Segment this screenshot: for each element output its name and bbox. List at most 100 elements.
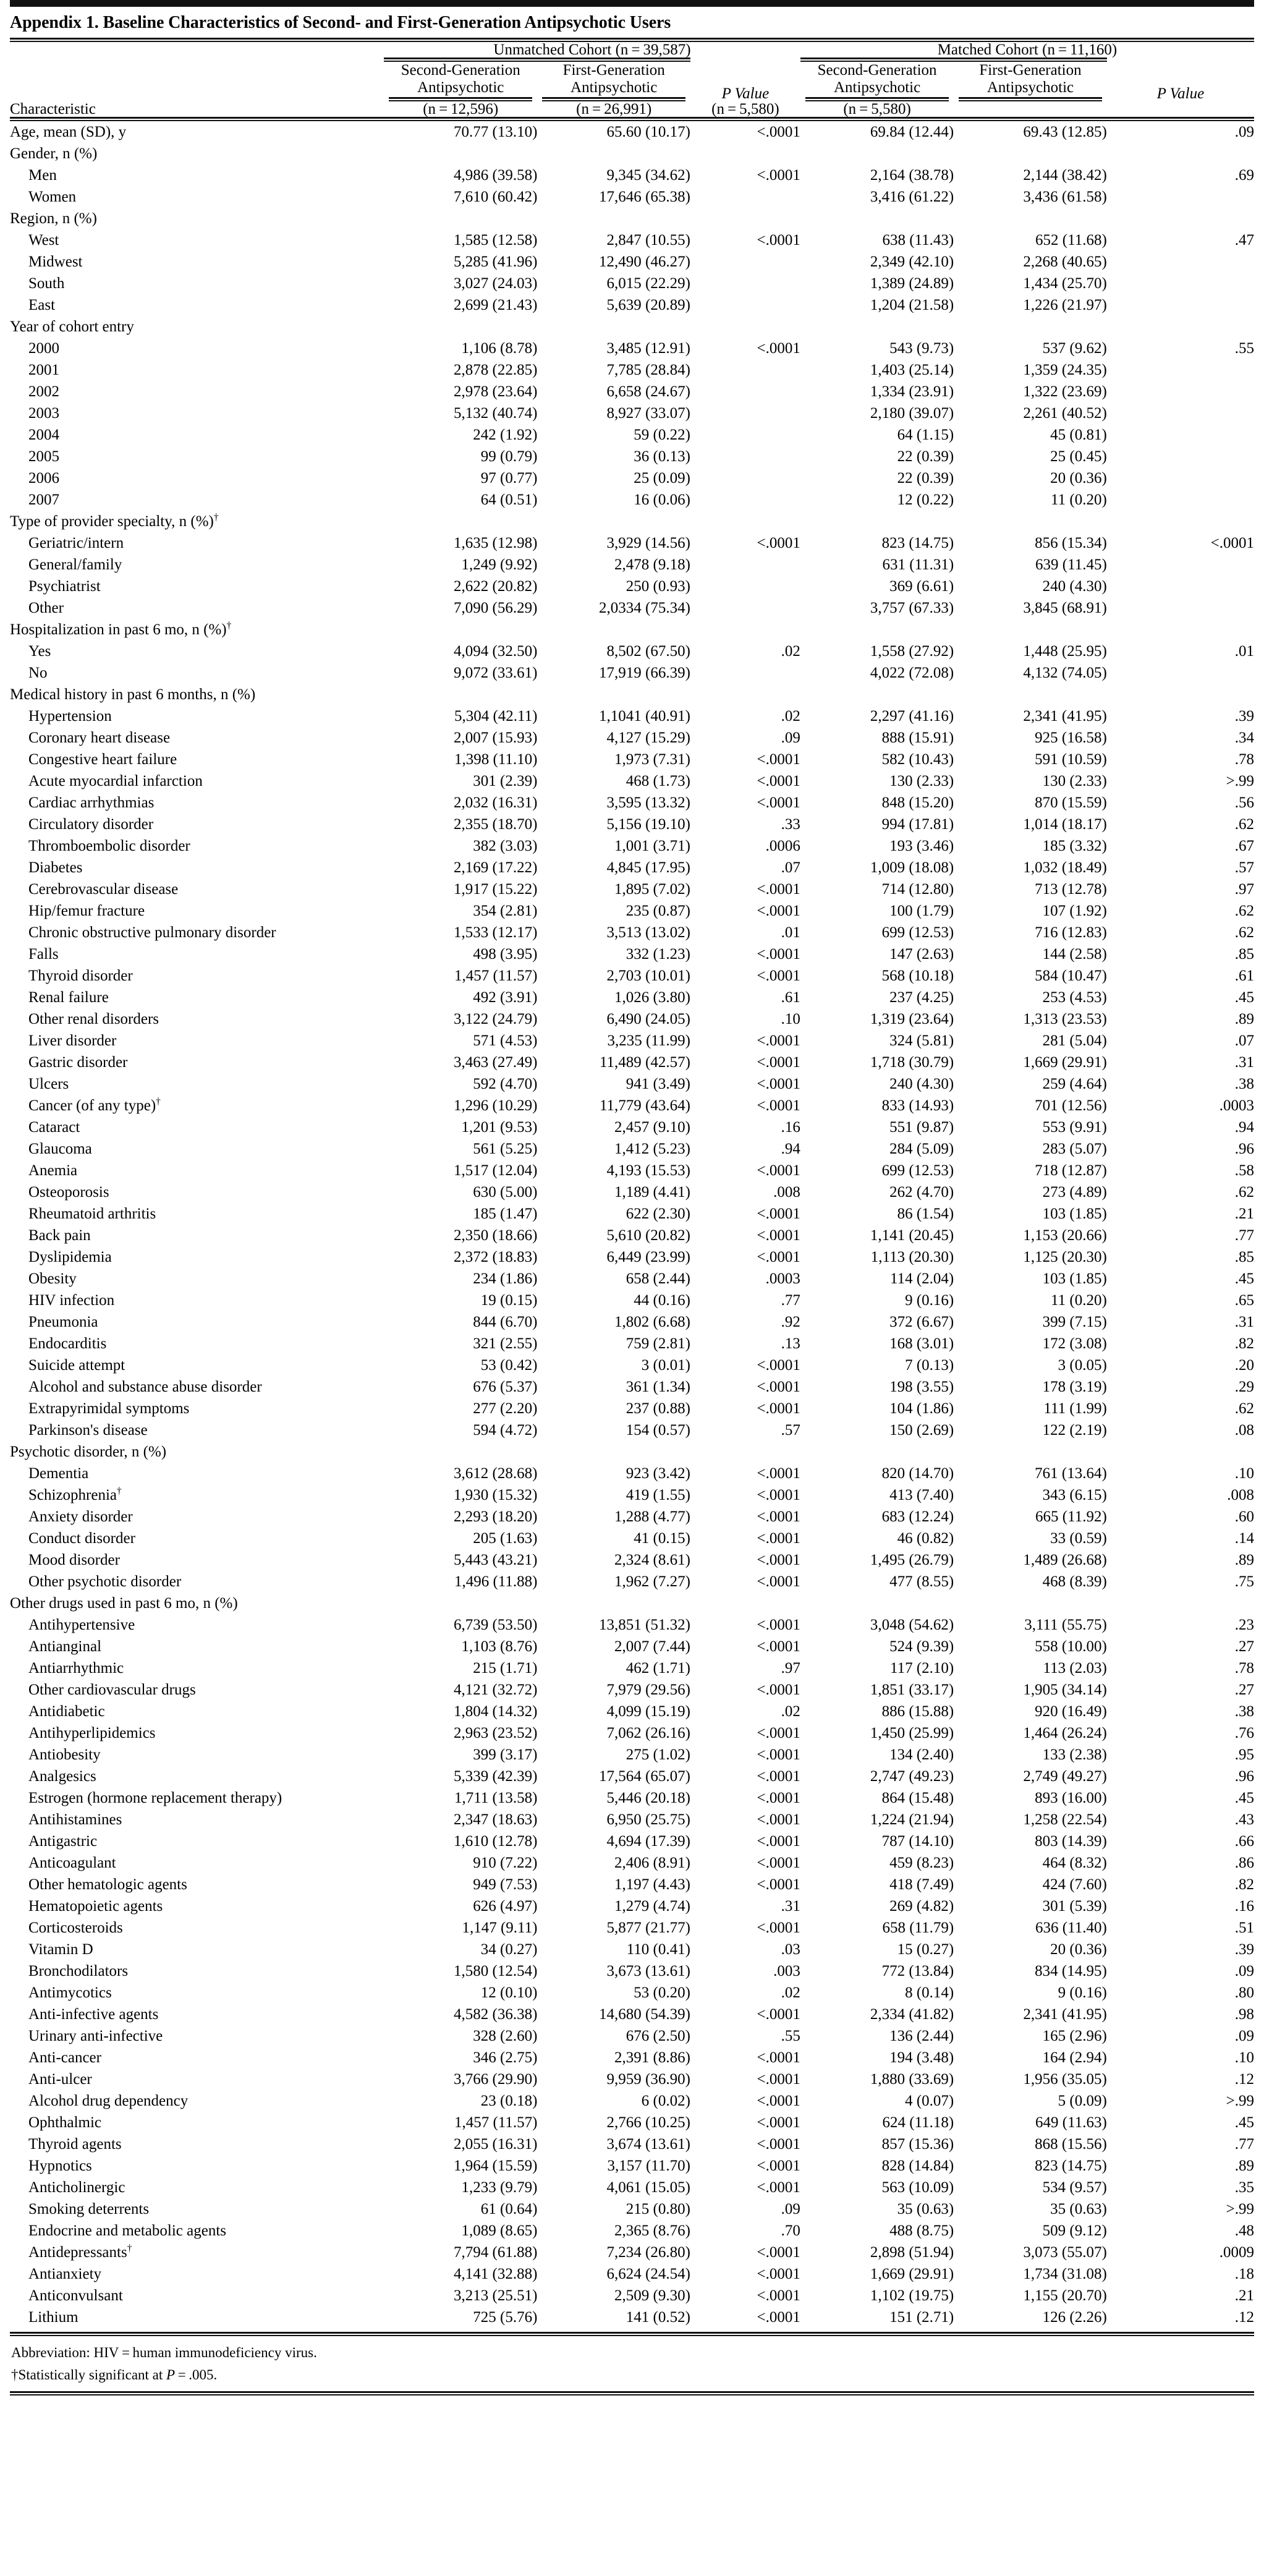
- cell-unmatched-fga: 65.60 (10.17): [606, 124, 690, 141]
- table-row: Obesity 234 (1.86) 658 (2.44) .0003 114 (2.0…: [10, 1268, 1254, 1290]
- row-label: Thromboembolic disorder: [28, 838, 190, 855]
- cell-unmatched-sga: 1,398 (11.10): [454, 751, 538, 768]
- cell-matched-sga: 4,022 (72.08): [870, 665, 954, 682]
- cell-matched-sga: 772 (13.84): [881, 1963, 954, 1980]
- cell-unmatched-fga: 4,061 (15.05): [606, 2179, 690, 2196]
- cell-unmatched-sga: 1,930 (15.32): [454, 1487, 538, 1504]
- cell-matched-sga: 524 (9.39): [889, 1638, 954, 1656]
- cell-unmatched-pvalue: <.0001: [757, 773, 800, 790]
- row-label: Cancer (of any type)†: [28, 1097, 161, 1115]
- cell-unmatched-sga: 2,978 (23.64): [454, 383, 538, 401]
- cell-matched-fga: 165 (2.96): [1042, 2028, 1107, 2045]
- cell-unmatched-sga: 1,147 (9.11): [462, 1919, 538, 1937]
- table-row: Lithium 725 (5.76) 141 (0.52) <.0001 151 (2.…: [10, 2306, 1254, 2328]
- cell-matched-sga: 828 (14.84): [881, 2157, 954, 2175]
- row-label: Antihypertensive: [28, 1617, 135, 1634]
- cell-unmatched-pvalue: <.0001: [757, 1833, 800, 1850]
- cell-unmatched-sga: 64 (0.51): [480, 491, 538, 509]
- table-row: 2002 2,978 (23.64) 6,658 (24.67) 1,334 (23.…: [10, 381, 1254, 402]
- cell-unmatched-pvalue: [690, 619, 800, 640]
- cell-unmatched-sga: 7,090 (56.29): [454, 600, 538, 617]
- cell-unmatched-sga: 4,141 (32.88): [454, 2266, 538, 2283]
- cell-unmatched-fga: 5,877 (21.77): [606, 1919, 690, 1937]
- cell-unmatched-sga: 2,007 (15.93): [454, 729, 538, 747]
- cell-unmatched-fga: 1,189 (4.41): [614, 1184, 690, 1201]
- row-label: Extrapyrimidal symptoms: [28, 1400, 190, 1418]
- cell-unmatched-sga: 2,293 (18.20): [454, 1508, 538, 1526]
- cell-matched-sga: [800, 619, 954, 640]
- table-row: Psychiatrist 2,622 (20.82) 250 (0.93) 369 (…: [10, 576, 1254, 597]
- row-label: Anticonvulsant: [28, 2287, 123, 2305]
- group-header-matched: Matched Cohort (n = 11,160): [937, 41, 1118, 59]
- table-row: Coronary heart disease 2,007 (15.93) 4,127…: [10, 727, 1254, 749]
- table-row: Anti-infective agents 4,582 (36.38) 14,680…: [10, 2004, 1254, 2025]
- cell-matched-sga: 543 (9.73): [889, 340, 954, 357]
- cell-unmatched-pvalue: <.0001: [757, 1530, 800, 1547]
- row-label: Anti-cancer: [28, 2049, 101, 2067]
- row-label: 2004: [28, 427, 59, 444]
- cell-unmatched-pvalue: <.0001: [757, 1379, 800, 1396]
- cell-matched-pvalue: .09: [1234, 2028, 1254, 2045]
- cell-matched-sga: 1,851 (33.17): [870, 1681, 954, 1699]
- cell-matched-fga: 468 (8.39): [1042, 1573, 1107, 1591]
- p-value-header-unmatched: P Value: [721, 85, 770, 103]
- cell-unmatched-sga: 1,106 (8.78): [461, 340, 538, 357]
- cell-matched-fga: 1,313 (23.53): [1023, 1011, 1107, 1028]
- cell-unmatched-pvalue: <.0001: [757, 2136, 800, 2153]
- cell-matched-sga: 262 (4.70): [889, 1184, 954, 1201]
- cell-unmatched-sga: 3,612 (28.68): [454, 1465, 538, 1482]
- cell-unmatched-pvalue: .02: [781, 1984, 800, 2002]
- row-label: Cerebrovascular disease: [28, 881, 179, 898]
- cell-matched-sga: [800, 208, 954, 229]
- cell-unmatched-sga: [384, 1592, 537, 1614]
- cell-unmatched-fga: 1,962 (7.27): [614, 1573, 690, 1591]
- row-label: Psychiatrist: [28, 578, 101, 595]
- cell-matched-sga: 86 (1.54): [897, 1205, 954, 1223]
- cell-matched-sga: 488 (8.75): [889, 2222, 954, 2240]
- cell-unmatched-sga: 6,739 (53.50): [454, 1617, 538, 1634]
- cell-unmatched-sga: 9,072 (33.61): [454, 665, 538, 682]
- row-label: General/family: [28, 556, 122, 574]
- cell-matched-fga: 553 (9.91): [1042, 1119, 1107, 1136]
- table-row: Anticonvulsant 3,213 (25.51) 2,509 (9.30) <…: [10, 2285, 1254, 2306]
- table-row: HIV infection 19 (0.15) 44 (0.16) .77 9 (0.1…: [10, 1290, 1254, 1311]
- cell-unmatched-fga: 59 (0.22): [634, 427, 690, 444]
- cell-matched-pvalue: [1107, 208, 1254, 229]
- row-label: Ophthalmic: [28, 2114, 102, 2132]
- table-row: 2006 97 (0.77) 25 (0.09) 22 (0.39) 20 (0.36): [10, 467, 1254, 489]
- cell-unmatched-fga: 2,703 (10.01): [606, 967, 690, 985]
- cell-unmatched-fga: 141 (0.52): [626, 2309, 690, 2326]
- cell-matched-pvalue: [1107, 576, 1254, 597]
- group-rule-unmatched: [384, 57, 690, 62]
- table-row: Parkinson's disease 594 (4.72) 154 (0.57).…: [10, 1419, 1254, 1441]
- cell-matched-fga: 3,111 (55.75): [1024, 1617, 1107, 1634]
- cell-unmatched-pvalue: .09: [781, 729, 800, 747]
- footnote-abbreviation: Abbreviation: HIV = human immunodeficien…: [11, 2345, 317, 2361]
- cell-matched-fga: 1,153 (20.66): [1023, 1227, 1107, 1244]
- cell-unmatched-fga: 1,895 (7.02): [614, 881, 690, 898]
- cell-unmatched-pvalue: <.0001: [757, 2244, 800, 2261]
- table-row: Yes 4,094 (32.50) 8,502 (67.50) .02 1,558 (2…: [10, 640, 1254, 662]
- cell-matched-pvalue: .43: [1234, 1811, 1254, 1829]
- cell-unmatched-fga: [537, 1441, 690, 1463]
- cell-unmatched-sga: 3,766 (29.90): [454, 2071, 538, 2088]
- row-label: 2002: [28, 383, 59, 401]
- cell-matched-sga: 1,009 (18.08): [870, 859, 954, 877]
- row-label: South: [28, 275, 65, 292]
- cell-unmatched-sga: 571 (4.53): [473, 1032, 538, 1050]
- cell-matched-fga: 716 (12.83): [1035, 924, 1107, 942]
- cell-matched-fga: 639 (11.45): [1035, 556, 1107, 574]
- group-header-row: Characteristic Unmatched Cohort (n = 39,…: [10, 41, 1254, 117]
- cell-matched-pvalue: .80: [1234, 1984, 1254, 2002]
- cell-unmatched-pvalue: [690, 424, 800, 446]
- row-label: Vitamin D: [28, 1941, 93, 1958]
- table-row: Alcohol drug dependency 23 (0.18) 6 (0.02)…: [10, 2090, 1254, 2112]
- cell-unmatched-sga: 2,350 (18.66): [454, 1227, 538, 1244]
- cell-matched-pvalue: .10: [1234, 1465, 1254, 1482]
- footnote-dagger: †Statistically significant at P = .005.: [11, 2367, 218, 2383]
- cell-matched-fga: 1,014 (18.17): [1023, 816, 1107, 833]
- table-row: Antiarrhythmic 215 (1.71) 462 (1.71) .97 117…: [10, 1657, 1254, 1679]
- cell-matched-fga: [954, 619, 1107, 640]
- table-row: Gastric disorder 3,463 (27.49) 11,489 (42.…: [10, 1052, 1254, 1073]
- cell-unmatched-pvalue: <.0001: [757, 1919, 800, 1937]
